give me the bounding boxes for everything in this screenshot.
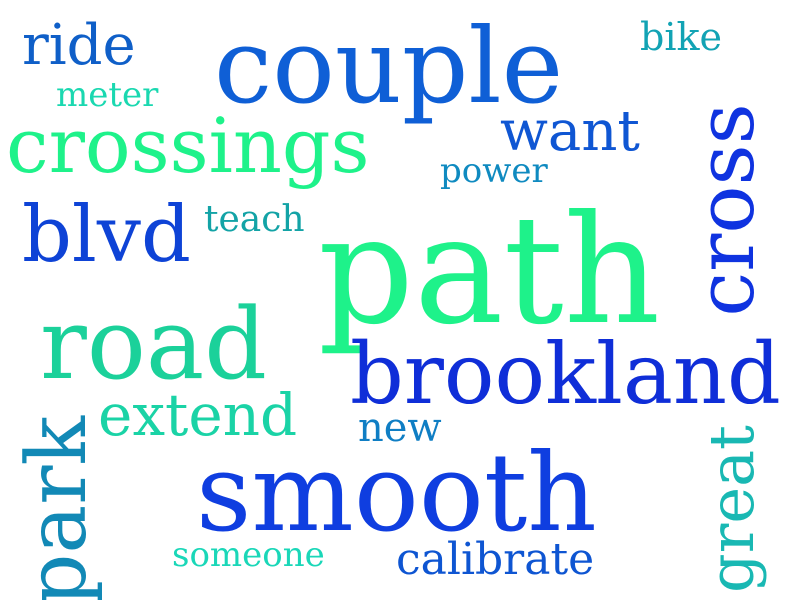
word-ride: ride	[22, 13, 136, 78]
word-someone: someone	[172, 535, 325, 575]
word-crossings: crossings	[6, 101, 370, 190]
word-meter: meter	[56, 75, 159, 115]
word-extend: extend	[98, 381, 298, 449]
word-smooth: smooth	[196, 431, 597, 556]
word-great: great	[695, 425, 768, 593]
word-cross: cross	[679, 103, 772, 317]
word-couple: couple	[214, 5, 564, 127]
word-path: path	[318, 184, 661, 358]
word-power: power	[440, 151, 548, 191]
word-want: want	[500, 99, 640, 164]
word-calibrate: calibrate	[396, 534, 595, 585]
word-road: road	[40, 288, 268, 402]
word-park: park	[10, 415, 105, 600]
word-brookland: brookland	[350, 325, 781, 423]
word-teach: teach	[204, 199, 305, 240]
word-bike: bike	[640, 15, 722, 59]
word-new: new	[358, 405, 442, 451]
word-blvd: blvd	[22, 190, 191, 280]
